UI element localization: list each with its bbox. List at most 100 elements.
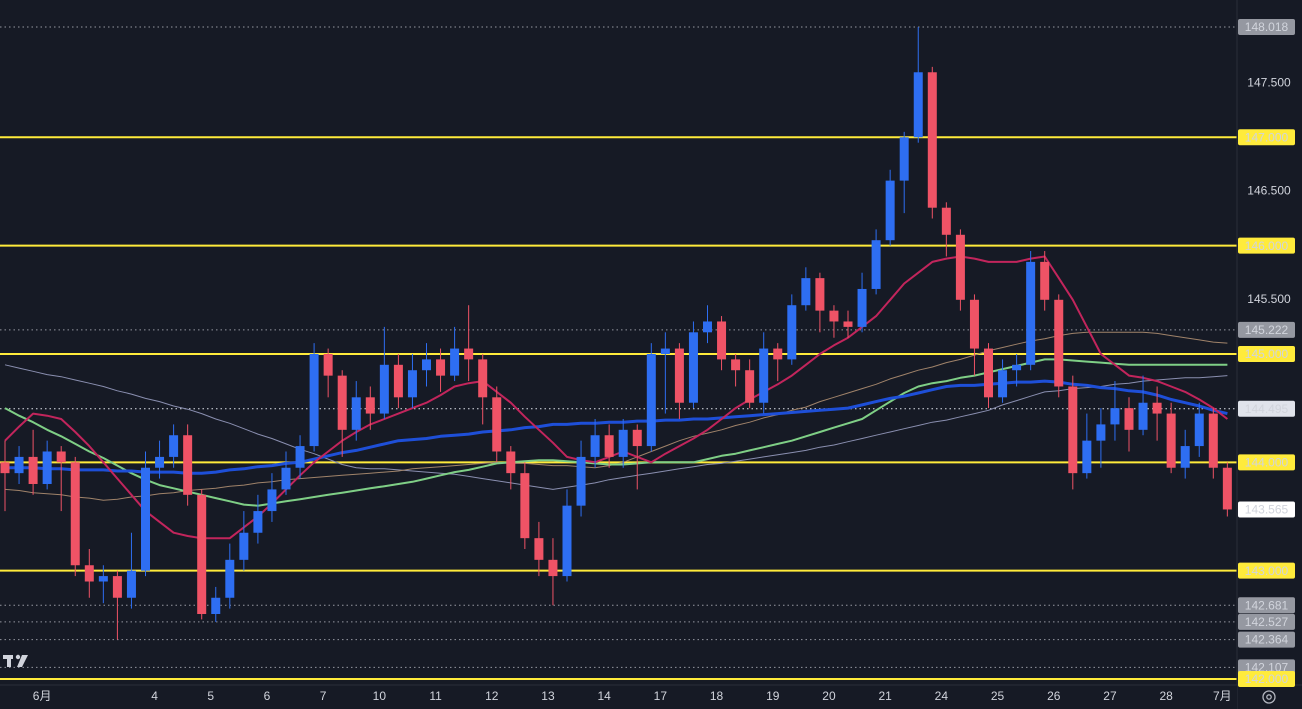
candle-body [267, 489, 277, 512]
candle-body [688, 332, 698, 403]
candle-body [984, 348, 993, 398]
candle-body [576, 456, 586, 506]
candle-body [857, 288, 867, 327]
candle-body [239, 532, 249, 560]
candle-body [70, 462, 80, 566]
candle-body [506, 451, 516, 474]
candle-body [632, 429, 642, 447]
candle-body [492, 397, 502, 452]
level-label: 146.000 [1245, 239, 1289, 253]
level-label: 148.018 [1245, 20, 1289, 34]
candle-body [155, 456, 165, 468]
level-label: 142.000 [1245, 672, 1289, 686]
level-label-bg [1238, 562, 1295, 579]
candle-body [1012, 364, 1022, 371]
candle-body [422, 359, 431, 371]
candle-body [1040, 261, 1050, 300]
candle-body [126, 570, 136, 598]
candle-body [1152, 402, 1162, 414]
candle-body [197, 494, 207, 615]
x-tick-label: 27 [1103, 689, 1117, 703]
candle-body [1124, 408, 1134, 430]
x-tick-label: 11 [429, 689, 442, 703]
x-tick-label: 26 [1047, 689, 1061, 703]
x-tick-label: 7 [320, 689, 327, 703]
candle-body [365, 397, 375, 414]
candle-body [562, 505, 572, 577]
level-label-bg [1238, 129, 1295, 146]
candle-body [871, 240, 881, 289]
level-label-bg [1238, 18, 1295, 35]
candle-body [450, 348, 460, 376]
candle-body [773, 348, 783, 360]
candle-body [407, 370, 417, 398]
level-label: 142.364 [1245, 633, 1289, 647]
moving-average-line [5, 379, 1228, 475]
candle-body [604, 435, 614, 457]
candle-body [436, 359, 446, 376]
candle-body [0, 462, 10, 474]
moving-average-line [4, 255, 1229, 540]
x-tick-label: 28 [1159, 689, 1173, 703]
candle-body [1068, 386, 1078, 474]
x-tick-label: 18 [710, 689, 724, 703]
candle-body [351, 397, 361, 430]
x-tick-label: 6 [264, 689, 271, 703]
level-label: 144.000 [1245, 455, 1289, 469]
candle-body [1194, 413, 1204, 447]
x-tick-label: 6月 [33, 689, 52, 703]
level-label-bg [1238, 613, 1295, 630]
x-tick-label: 17 [654, 689, 668, 703]
candle-body [548, 559, 558, 577]
candle-body [885, 180, 895, 241]
candle-body [112, 576, 122, 598]
x-tick-label: 4 [151, 689, 158, 703]
candle-body [42, 451, 52, 484]
moving-average-line [4, 364, 1228, 490]
level-label: 143.000 [1245, 564, 1289, 578]
candle-body [141, 467, 150, 571]
candle-body [955, 234, 965, 300]
x-tick-label: 20 [822, 689, 836, 703]
candle-body [520, 473, 530, 539]
level-label-bg [1238, 597, 1295, 614]
level-label-bg [1238, 454, 1295, 471]
candle-body [1026, 261, 1036, 365]
candle-body [464, 348, 474, 360]
level-label-bg [1238, 671, 1295, 688]
y-tick-label: 146.500 [1247, 184, 1291, 198]
candle-body [253, 511, 263, 533]
y-tick-label: 145.500 [1247, 292, 1291, 306]
candle-body [281, 467, 291, 490]
settings-icon[interactable] [1262, 690, 1276, 704]
level-label: 145.222 [1245, 323, 1289, 337]
candle-body [927, 72, 937, 208]
candle-body [1166, 413, 1176, 468]
x-tick-label: 13 [541, 689, 555, 703]
candle-body [56, 451, 66, 463]
x-tick-label: 10 [373, 689, 387, 703]
candle-body [717, 321, 727, 360]
level-label-bg [1238, 631, 1295, 648]
candle-body [646, 353, 656, 447]
logo [3, 654, 28, 667]
y-tick-label: 147.500 [1247, 75, 1291, 89]
level-label-bg [1238, 237, 1295, 254]
x-tick-label: 25 [991, 689, 1005, 703]
level-label-bg [1238, 345, 1295, 362]
x-tick-label: 21 [878, 689, 892, 703]
candle-body [843, 321, 853, 327]
candle-body [98, 576, 108, 582]
candle-body [1082, 440, 1092, 474]
candle-body [14, 456, 24, 474]
candle-body [913, 72, 923, 138]
candle-body [28, 456, 38, 484]
candle-body [1180, 446, 1190, 468]
candle-body [393, 364, 403, 398]
candle-body [84, 565, 94, 582]
candle-body [590, 435, 600, 457]
level-label-bg [1238, 321, 1295, 338]
candle-body [1054, 299, 1064, 387]
moving-average-line [4, 358, 1228, 507]
